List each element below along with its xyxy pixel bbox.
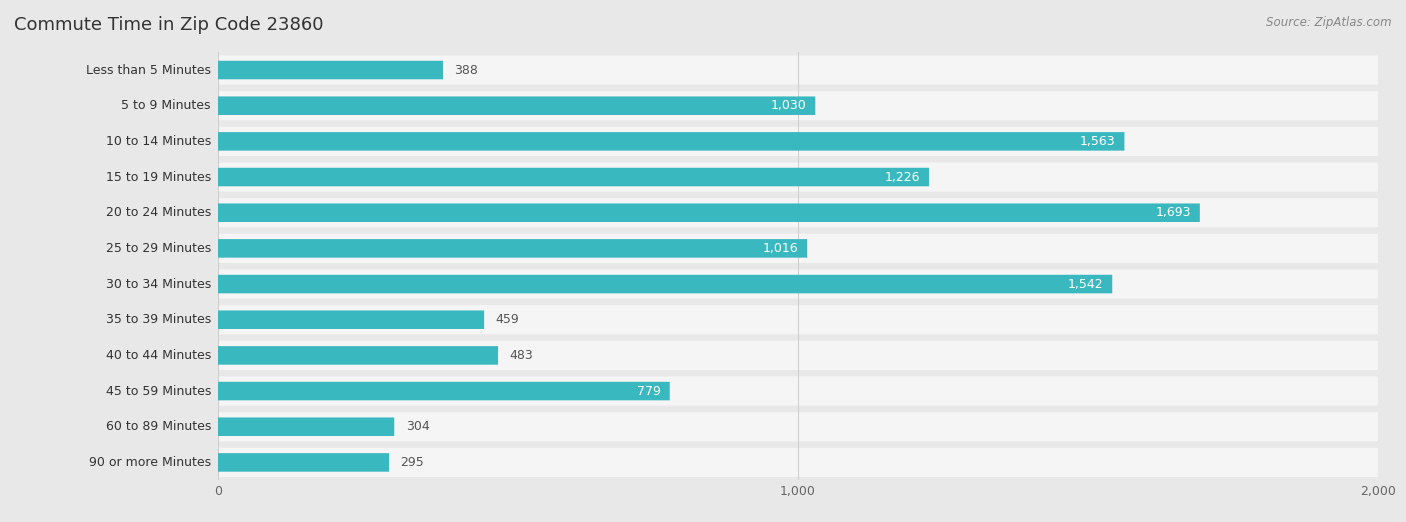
Text: 1,226: 1,226 (884, 171, 921, 184)
Text: 1,016: 1,016 (763, 242, 799, 255)
FancyBboxPatch shape (218, 168, 929, 186)
Text: 1,563: 1,563 (1080, 135, 1116, 148)
Text: 779: 779 (637, 385, 661, 398)
FancyBboxPatch shape (218, 418, 394, 436)
FancyBboxPatch shape (218, 376, 1378, 406)
FancyBboxPatch shape (218, 55, 1378, 85)
FancyBboxPatch shape (218, 162, 1378, 192)
FancyBboxPatch shape (218, 97, 815, 115)
Text: 304: 304 (406, 420, 430, 433)
FancyBboxPatch shape (218, 91, 1378, 121)
FancyBboxPatch shape (218, 305, 1378, 335)
Text: 459: 459 (496, 313, 519, 326)
FancyBboxPatch shape (218, 127, 1378, 156)
Text: 483: 483 (509, 349, 533, 362)
Text: 30 to 34 Minutes: 30 to 34 Minutes (105, 278, 211, 291)
Text: Commute Time in Zip Code 23860: Commute Time in Zip Code 23860 (14, 16, 323, 33)
FancyBboxPatch shape (218, 204, 1199, 222)
FancyBboxPatch shape (218, 412, 1378, 442)
FancyBboxPatch shape (218, 239, 807, 258)
FancyBboxPatch shape (218, 198, 1378, 228)
FancyBboxPatch shape (218, 132, 1125, 151)
Text: 15 to 19 Minutes: 15 to 19 Minutes (105, 171, 211, 184)
Text: 45 to 59 Minutes: 45 to 59 Minutes (105, 385, 211, 398)
FancyBboxPatch shape (218, 61, 443, 79)
FancyBboxPatch shape (218, 346, 498, 365)
Text: Less than 5 Minutes: Less than 5 Minutes (86, 64, 211, 77)
Text: Source: ZipAtlas.com: Source: ZipAtlas.com (1267, 16, 1392, 29)
Text: 1,030: 1,030 (770, 99, 807, 112)
Text: 20 to 24 Minutes: 20 to 24 Minutes (105, 206, 211, 219)
FancyBboxPatch shape (218, 382, 669, 400)
Text: 10 to 14 Minutes: 10 to 14 Minutes (105, 135, 211, 148)
Text: 5 to 9 Minutes: 5 to 9 Minutes (121, 99, 211, 112)
Text: 40 to 44 Minutes: 40 to 44 Minutes (105, 349, 211, 362)
Text: 295: 295 (401, 456, 425, 469)
FancyBboxPatch shape (218, 448, 1378, 477)
Text: 1,693: 1,693 (1156, 206, 1191, 219)
FancyBboxPatch shape (218, 269, 1378, 299)
FancyBboxPatch shape (218, 311, 484, 329)
Text: 60 to 89 Minutes: 60 to 89 Minutes (105, 420, 211, 433)
Text: 388: 388 (454, 64, 478, 77)
Text: 35 to 39 Minutes: 35 to 39 Minutes (105, 313, 211, 326)
FancyBboxPatch shape (218, 234, 1378, 263)
FancyBboxPatch shape (218, 453, 389, 472)
FancyBboxPatch shape (218, 341, 1378, 370)
Text: 25 to 29 Minutes: 25 to 29 Minutes (105, 242, 211, 255)
Text: 90 or more Minutes: 90 or more Minutes (89, 456, 211, 469)
Text: 1,542: 1,542 (1069, 278, 1104, 291)
FancyBboxPatch shape (218, 275, 1112, 293)
